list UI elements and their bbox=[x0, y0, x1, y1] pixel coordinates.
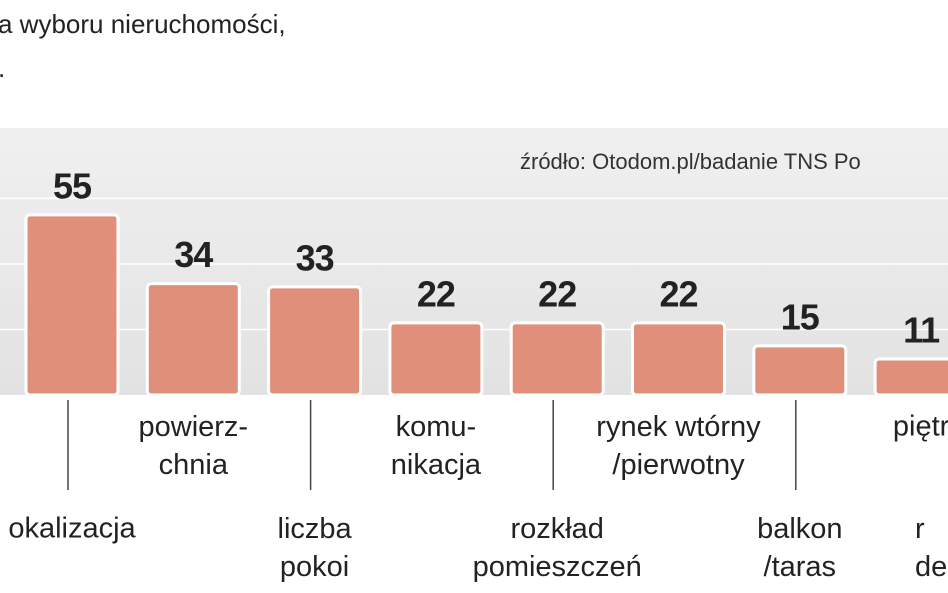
bar bbox=[509, 321, 605, 397]
bar bbox=[267, 285, 363, 397]
value-label: 55 bbox=[53, 165, 92, 206]
source: źródło: Otodom.pl/badanie TNS Po bbox=[520, 149, 861, 174]
bar bbox=[631, 321, 726, 397]
bar bbox=[24, 213, 120, 397]
category-label: piętr bbox=[893, 411, 948, 443]
value-label: 22 bbox=[538, 273, 576, 314]
value-label: 11 bbox=[903, 309, 940, 350]
value-label: 33 bbox=[296, 237, 334, 278]
value-label: 15 bbox=[781, 296, 820, 337]
category-label: r de bbox=[915, 513, 947, 583]
bar bbox=[752, 344, 848, 397]
category-label: okalizacja bbox=[8, 513, 136, 545]
title-line: . bbox=[0, 53, 5, 83]
category-label: komu-nikacja bbox=[391, 411, 482, 481]
category-label: powierz-chnia bbox=[139, 411, 249, 481]
category-label: liczba pokoi bbox=[278, 513, 353, 583]
category-label: balkon/taras bbox=[757, 513, 842, 583]
bar bbox=[873, 357, 948, 397]
bar bbox=[145, 282, 241, 397]
bar bbox=[388, 321, 484, 397]
value-label: 22 bbox=[659, 273, 697, 314]
category-label: rynek wtórny/pierwotny bbox=[596, 411, 761, 481]
category-label: rozkład pomieszczeń bbox=[473, 513, 642, 583]
value-label: 34 bbox=[174, 234, 213, 275]
value-label: 22 bbox=[417, 273, 455, 314]
title-line: a wyboru nieruchomości, bbox=[0, 9, 286, 39]
